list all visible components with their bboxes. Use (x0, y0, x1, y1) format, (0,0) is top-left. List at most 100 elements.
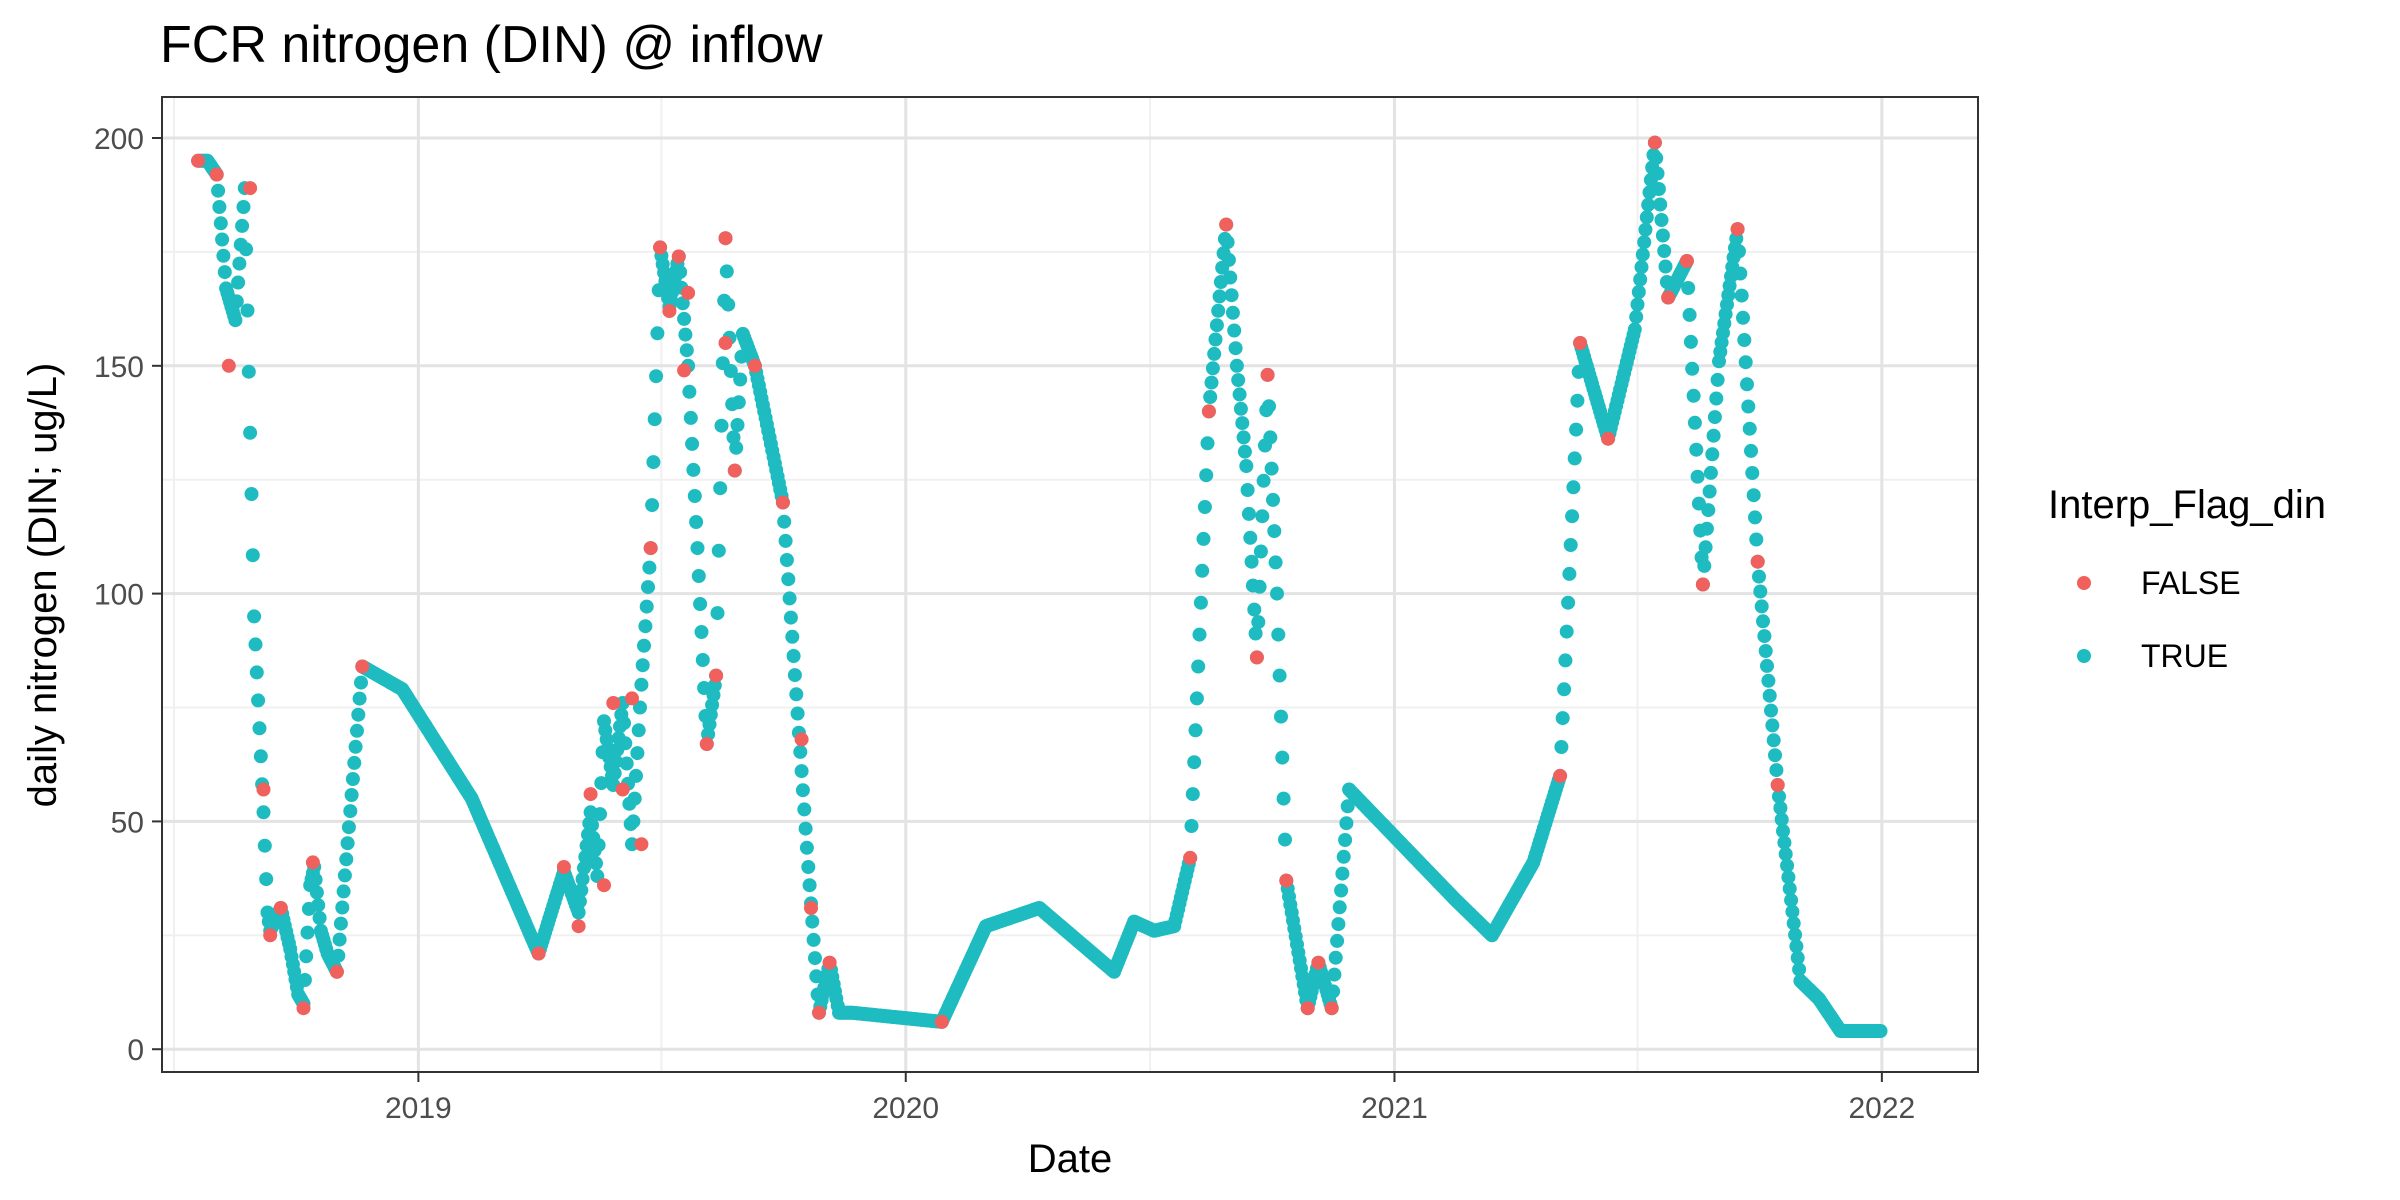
data-point-true (1772, 789, 1786, 804)
data-point-true (641, 580, 655, 595)
data-point-false (606, 696, 621, 710)
data-point-false (934, 1014, 949, 1029)
data-point-false (1661, 290, 1676, 305)
data-point-true (1649, 151, 1664, 166)
data-point-true (1253, 544, 1268, 559)
data-point-true (1251, 615, 1266, 630)
data-point-false (1279, 873, 1294, 888)
data-point-true (1231, 373, 1246, 388)
data-point-false (571, 919, 586, 934)
data-point-true (1631, 285, 1646, 299)
data-point-true (1749, 532, 1764, 547)
data-point-true (649, 369, 664, 384)
data-point-true (1199, 468, 1214, 483)
data-point-false (1260, 367, 1275, 382)
data-point-false (634, 837, 649, 852)
legend-key-true (2077, 649, 2091, 663)
data-point-false (1311, 955, 1326, 970)
data-point-true (311, 898, 326, 913)
data-point-true (1697, 558, 1712, 573)
data-point-true (693, 597, 708, 611)
data-point-false (822, 955, 837, 970)
data-point-true (1334, 883, 1349, 898)
data-point-true (1784, 893, 1799, 908)
data-point-true (721, 297, 736, 312)
data-point-true (347, 755, 362, 770)
data-point-true (243, 425, 258, 440)
data-point-false (531, 946, 546, 961)
data-point-true (593, 807, 607, 822)
y-tick-label: 150 (94, 351, 144, 384)
data-point-true (1565, 509, 1580, 524)
data-point-true (217, 265, 232, 280)
data-point-false (329, 964, 344, 979)
data-point-true (228, 313, 243, 328)
data-point-true (229, 294, 244, 309)
data-point-true (215, 232, 230, 247)
data-point-true (1223, 270, 1238, 285)
data-point-true (731, 395, 746, 410)
data-point-true (785, 629, 800, 644)
data-point-true (1208, 332, 1223, 347)
data-point-true (1768, 748, 1782, 763)
data-point-true (213, 216, 228, 231)
data-point-true (1752, 569, 1766, 584)
data-point-true (1777, 835, 1792, 850)
legend-title: Interp_Flag_din (2048, 483, 2326, 527)
data-point-true (1638, 222, 1653, 237)
data-point-true (1657, 244, 1672, 258)
data-point-true (1734, 288, 1749, 303)
data-point-true (1271, 627, 1286, 642)
data-point-true (1244, 554, 1259, 569)
data-point-false (794, 732, 809, 747)
data-point-true (1757, 629, 1772, 644)
data-point-true (1563, 538, 1578, 552)
data-point-true (1336, 849, 1351, 864)
data-point-true (1272, 668, 1287, 683)
data-point-true (1264, 461, 1279, 476)
data-point-false (699, 737, 714, 751)
data-point-true (1561, 595, 1576, 610)
data-point-true (686, 462, 701, 477)
data-point-true (1789, 939, 1804, 954)
data-point-false (556, 860, 571, 874)
data-point-true (1339, 816, 1354, 831)
data-point-true (634, 677, 649, 692)
data-point-true (1326, 984, 1341, 999)
data-point-true (1655, 228, 1670, 243)
data-point-true (231, 275, 246, 290)
data-point-true (1765, 718, 1780, 733)
data-point-true (1276, 791, 1291, 806)
data-point-true (1209, 318, 1224, 333)
data-point-true (691, 569, 706, 583)
data-point-true (1205, 361, 1220, 376)
chart-title: FCR nitrogen (DIN) @ inflow (160, 16, 823, 74)
data-point-true (798, 821, 813, 836)
data-point-true (1748, 510, 1762, 525)
data-point-true (1252, 579, 1267, 594)
data-point-true (1732, 244, 1746, 259)
data-point-true (1683, 334, 1698, 349)
data-point-true (1232, 387, 1247, 402)
data-point-true (211, 183, 226, 198)
data-point-true (619, 756, 634, 771)
data-point-true (1788, 927, 1803, 942)
data-point-true (1654, 213, 1669, 227)
data-point-true (1335, 866, 1350, 881)
data-point-true (1633, 272, 1648, 287)
data-point-true (1792, 962, 1807, 977)
data-point-true (300, 925, 315, 940)
data-point-true (340, 836, 355, 851)
data-point-true (1627, 322, 1642, 337)
data-point-true (797, 802, 812, 817)
data-point-true (639, 599, 654, 614)
data-point-true (1559, 624, 1574, 639)
data-point-true (1240, 483, 1255, 497)
data-point-true (1639, 210, 1654, 225)
plot-border (161, 96, 1979, 1073)
data-point-true (1241, 506, 1256, 521)
data-point-true (779, 553, 794, 567)
data-point-true (787, 668, 802, 683)
data-point-true (333, 916, 348, 931)
data-point-true (1780, 858, 1795, 873)
